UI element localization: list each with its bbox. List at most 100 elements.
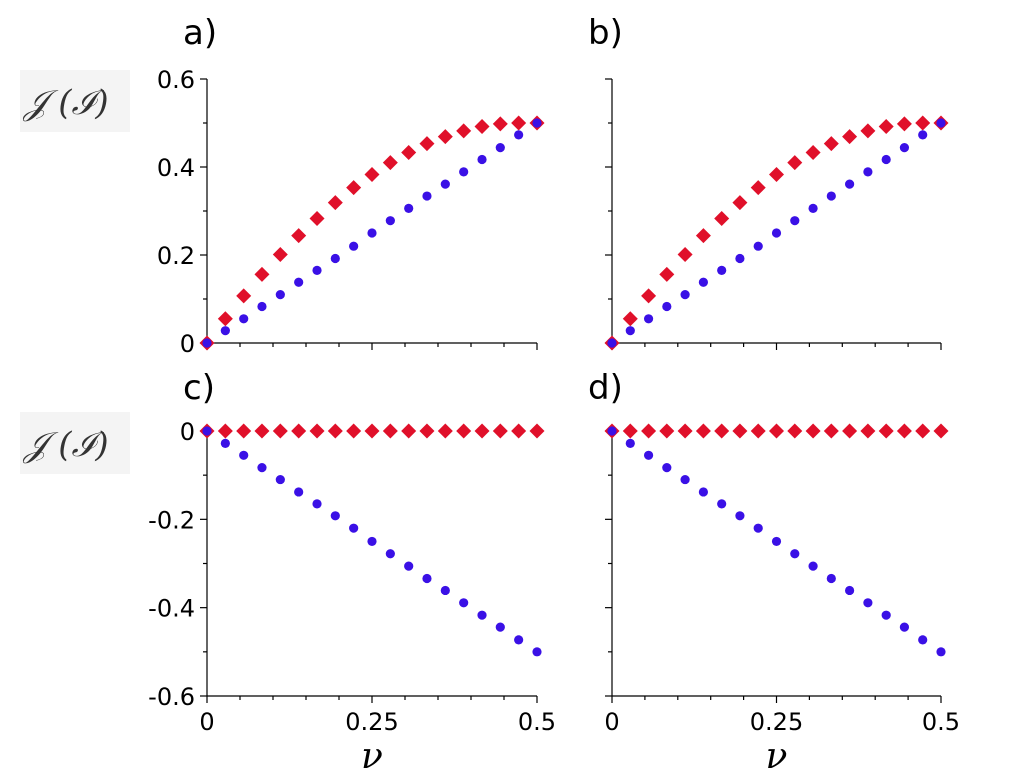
data-point-dot — [790, 549, 800, 559]
data-point-dot — [936, 647, 946, 657]
data-point-dot — [257, 301, 267, 312]
data-point-dot — [440, 179, 450, 189]
x-tick-label: 0 — [604, 708, 619, 736]
data-point-dot — [514, 635, 524, 645]
data-point-diamond — [401, 423, 417, 439]
data-point-dot — [514, 130, 524, 140]
data-point-diamond — [750, 180, 766, 196]
data-point-diamond — [823, 136, 839, 152]
data-point-diamond — [659, 266, 675, 282]
data-point-diamond — [677, 423, 693, 439]
data-point-diamond — [695, 423, 711, 439]
data-point-dot — [845, 585, 855, 596]
red-diamonds-series — [604, 423, 949, 439]
data-point-diamond — [474, 119, 490, 135]
panel-c: c)𝒥 (ℐ) 0-0.2-0.4-0.60 0.25 0.5ν — [20, 368, 556, 777]
y-axis-label: 𝒥 (ℐ) — [22, 425, 109, 465]
data-point-diamond — [787, 155, 803, 171]
data-point-diamond — [401, 144, 417, 160]
data-point-dot — [404, 561, 414, 571]
blue-dots-series — [202, 426, 542, 657]
data-point-dot — [477, 154, 487, 165]
y-tick-label: 0.2 — [157, 242, 195, 270]
data-point-diamond — [641, 423, 657, 439]
data-point-dot — [735, 253, 745, 264]
data-point-diamond — [732, 195, 748, 211]
data-point-diamond — [327, 195, 343, 211]
data-point-dot — [275, 290, 285, 300]
panel-label: a) — [183, 13, 217, 53]
data-point-diamond — [915, 115, 931, 131]
data-point-dot — [643, 314, 654, 324]
data-point-dot — [826, 573, 836, 584]
data-point-diamond — [878, 423, 894, 439]
data-point-diamond — [309, 210, 325, 226]
data-point-diamond — [272, 247, 288, 263]
data-point-diamond — [511, 115, 527, 131]
data-point-dot — [826, 191, 836, 201]
panel-b: b) — [588, 13, 949, 351]
data-point-diamond — [456, 123, 472, 139]
data-point-dot — [202, 426, 212, 436]
data-point-dot — [881, 610, 891, 620]
ylabel-background — [20, 70, 130, 132]
data-point-diamond — [254, 423, 270, 439]
panel-label: b) — [588, 13, 623, 53]
y-tick-label: -0.2 — [148, 506, 195, 534]
data-point-dot — [753, 241, 763, 251]
data-point-dot — [771, 536, 782, 547]
panel-label: c) — [183, 368, 215, 408]
y-tick-label: 0.4 — [157, 154, 195, 182]
blue-dots-series — [202, 118, 542, 348]
data-point-dot — [899, 143, 910, 153]
panel-a: a) 𝒥 (ℐ) 0 0.2 0.4 0.6 — [20, 13, 545, 358]
data-point-diamond — [364, 423, 380, 439]
data-point-diamond — [641, 288, 657, 304]
data-point-dot — [643, 450, 654, 460]
panel-label: d) — [588, 368, 623, 408]
data-point-dot — [808, 203, 818, 213]
data-point-diamond — [714, 423, 730, 439]
data-point-diamond — [437, 423, 453, 439]
data-point-diamond — [291, 228, 307, 244]
data-point-dot — [625, 438, 635, 448]
data-point-dot — [662, 301, 672, 312]
data-point-dot — [422, 573, 432, 584]
data-point-diamond — [217, 311, 233, 327]
ylabel-background — [20, 412, 130, 474]
data-point-diamond — [309, 423, 325, 439]
data-point-dot — [680, 474, 690, 485]
data-point-dot — [625, 326, 635, 336]
data-point-dot — [440, 585, 450, 596]
data-point-diamond — [860, 423, 876, 439]
data-point-diamond — [823, 423, 839, 439]
x-axis-label: ν — [766, 736, 788, 777]
data-point-diamond — [805, 144, 821, 160]
y-tick-label: 0 — [180, 330, 195, 358]
data-point-diamond — [714, 210, 730, 226]
blue-dots-series — [607, 426, 946, 657]
data-point-diamond — [364, 166, 380, 182]
data-point-dot — [495, 622, 505, 632]
data-point-diamond — [236, 423, 252, 439]
data-point-dot — [220, 438, 230, 448]
x-tick-label: 0.5 — [518, 708, 556, 736]
data-point-diamond — [382, 423, 398, 439]
data-point-diamond — [492, 116, 508, 132]
red-diamonds-series — [604, 115, 949, 351]
red-diamonds-series — [199, 423, 545, 439]
data-point-dot — [330, 253, 340, 264]
red-diamonds-series — [199, 115, 545, 351]
data-point-dot — [294, 487, 304, 497]
blue-dots-series — [607, 118, 946, 348]
data-point-diamond — [750, 423, 766, 439]
data-point-dot — [899, 622, 910, 632]
y-tick-label: -0.6 — [148, 683, 195, 711]
data-point-dot — [477, 610, 487, 620]
data-point-dot — [459, 598, 469, 608]
data-point-dot — [771, 228, 782, 238]
data-point-diamond — [842, 129, 858, 145]
data-point-dot — [532, 647, 542, 657]
data-point-diamond — [419, 423, 435, 439]
data-point-dot — [863, 167, 873, 177]
